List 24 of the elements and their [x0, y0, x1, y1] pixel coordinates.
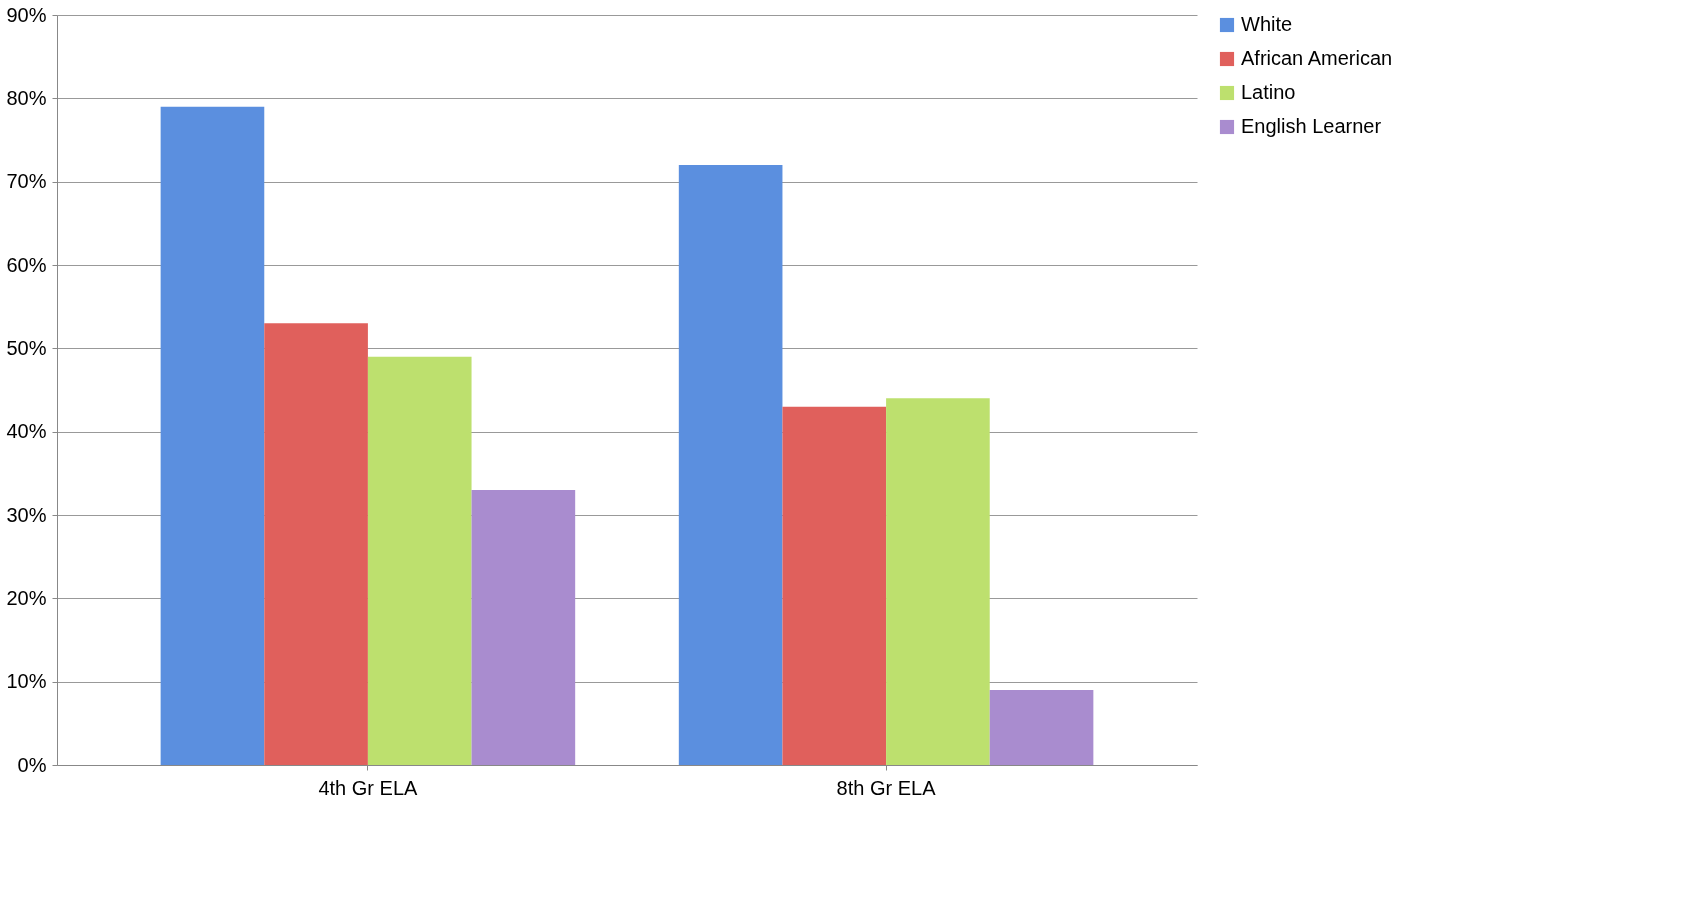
y-tick-label: 70% [6, 170, 47, 193]
legend-label: White [1241, 13, 1293, 35]
bar [782, 406, 887, 765]
bar [367, 356, 472, 765]
bar [989, 690, 1094, 765]
x-tick-label: 4th Gr ELA [318, 776, 419, 799]
bar [264, 323, 368, 765]
y-tick-label: 30% [6, 503, 47, 526]
y-tick-label: 20% [6, 586, 47, 609]
y-tick-label: 80% [6, 86, 47, 109]
y-tick-label: 50% [6, 336, 47, 359]
legend-label: English Learner [1241, 115, 1382, 137]
x-tick-label: 8th Gr ELA [836, 776, 937, 799]
y-tick-label: 90% [6, 3, 47, 26]
legend-label: African American [1241, 47, 1393, 69]
bar [886, 398, 990, 765]
bar [160, 106, 265, 765]
legend-label: Latino [1241, 81, 1296, 103]
y-tick-label: 40% [6, 420, 47, 443]
y-tick-label: 60% [6, 253, 47, 276]
y-tick-label: 10% [6, 670, 47, 693]
y-tick-label: 0% [17, 753, 47, 776]
bar [678, 165, 783, 765]
bar [471, 490, 576, 765]
